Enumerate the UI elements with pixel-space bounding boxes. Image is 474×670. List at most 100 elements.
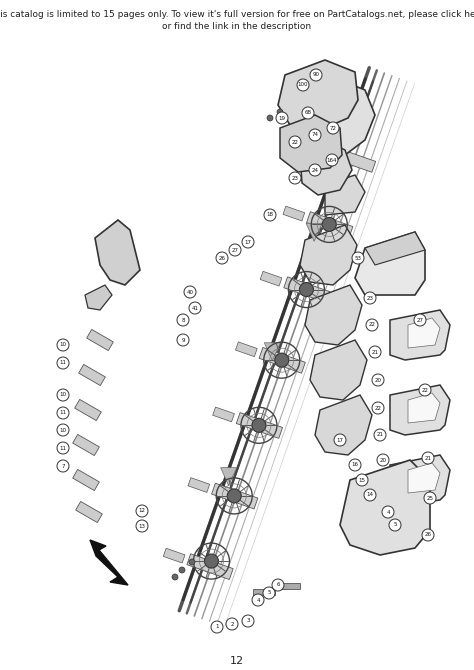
Text: 16: 16 (352, 462, 358, 468)
Polygon shape (85, 285, 112, 310)
Text: 2: 2 (230, 622, 234, 626)
Circle shape (242, 615, 254, 627)
Circle shape (57, 357, 69, 369)
Polygon shape (260, 271, 282, 286)
Circle shape (356, 474, 368, 486)
Text: 22: 22 (374, 405, 382, 411)
Circle shape (211, 621, 223, 633)
Text: 1: 1 (215, 624, 219, 630)
Circle shape (136, 520, 148, 532)
Text: 21: 21 (372, 350, 379, 354)
Circle shape (57, 339, 69, 351)
Circle shape (374, 429, 386, 441)
Circle shape (227, 489, 241, 503)
Circle shape (272, 579, 284, 591)
Circle shape (424, 492, 436, 504)
Circle shape (252, 594, 264, 606)
Circle shape (57, 442, 69, 454)
Circle shape (372, 374, 384, 386)
Polygon shape (306, 141, 328, 155)
Text: 17: 17 (245, 239, 252, 245)
Text: 4: 4 (386, 509, 390, 515)
Circle shape (179, 567, 185, 573)
Circle shape (57, 389, 69, 401)
Polygon shape (220, 468, 237, 486)
Polygon shape (408, 393, 440, 423)
Polygon shape (408, 463, 440, 493)
Text: 72: 72 (329, 125, 337, 131)
Text: 21: 21 (425, 456, 431, 460)
Circle shape (226, 618, 238, 630)
Circle shape (252, 418, 266, 432)
Text: 11: 11 (60, 360, 66, 366)
Polygon shape (310, 340, 367, 400)
Text: 12: 12 (138, 509, 146, 513)
Polygon shape (90, 540, 128, 585)
Circle shape (327, 122, 339, 134)
Polygon shape (73, 434, 100, 456)
Text: 7: 7 (61, 464, 65, 468)
Polygon shape (325, 175, 365, 215)
Polygon shape (315, 395, 372, 455)
Circle shape (267, 115, 273, 121)
Text: 27: 27 (417, 318, 423, 322)
Circle shape (57, 460, 69, 472)
Text: 21: 21 (376, 433, 383, 438)
Text: 13: 13 (138, 523, 146, 529)
Polygon shape (236, 413, 283, 438)
Text: 23: 23 (292, 176, 299, 180)
Polygon shape (79, 364, 105, 385)
Circle shape (419, 384, 431, 396)
Circle shape (264, 209, 276, 221)
Circle shape (349, 459, 361, 471)
Polygon shape (163, 548, 185, 563)
Polygon shape (278, 60, 358, 130)
Text: 5: 5 (393, 523, 397, 527)
Circle shape (422, 529, 434, 541)
Text: 6: 6 (276, 582, 280, 588)
Text: 68: 68 (304, 111, 311, 115)
Text: 100: 100 (298, 82, 308, 88)
Text: 22: 22 (368, 322, 375, 328)
Text: 10: 10 (60, 393, 66, 397)
Circle shape (389, 519, 401, 531)
Text: 11: 11 (60, 411, 66, 415)
Circle shape (414, 314, 426, 326)
Polygon shape (188, 478, 210, 492)
Polygon shape (307, 212, 353, 237)
Circle shape (382, 506, 394, 518)
Polygon shape (280, 115, 342, 172)
Circle shape (366, 319, 378, 331)
Text: 22: 22 (292, 139, 299, 145)
Text: 20: 20 (380, 458, 386, 462)
Circle shape (372, 402, 384, 414)
Circle shape (352, 252, 364, 264)
Circle shape (276, 112, 288, 124)
Text: 22: 22 (421, 387, 428, 393)
Polygon shape (305, 285, 362, 345)
Text: 5: 5 (267, 590, 271, 596)
Circle shape (277, 109, 283, 115)
Text: This catalog is limited to 15 pages only. To view it's full version for free on : This catalog is limited to 15 pages only… (0, 10, 474, 19)
Circle shape (275, 353, 289, 367)
Polygon shape (284, 277, 330, 303)
Circle shape (334, 434, 346, 446)
Polygon shape (320, 167, 349, 183)
Text: or find the link in the description: or find the link in the description (163, 22, 311, 31)
Circle shape (297, 79, 309, 91)
Polygon shape (253, 589, 275, 595)
Polygon shape (236, 342, 257, 356)
Circle shape (289, 172, 301, 184)
Circle shape (57, 407, 69, 419)
Circle shape (300, 283, 313, 297)
Polygon shape (365, 232, 425, 265)
Text: 18: 18 (266, 212, 273, 218)
Text: 20: 20 (374, 377, 382, 383)
Polygon shape (187, 554, 233, 580)
Polygon shape (340, 460, 430, 555)
Text: 19: 19 (279, 115, 285, 121)
Text: 3: 3 (246, 618, 250, 624)
Circle shape (422, 452, 434, 464)
Polygon shape (283, 206, 305, 221)
Text: 11: 11 (60, 446, 66, 450)
